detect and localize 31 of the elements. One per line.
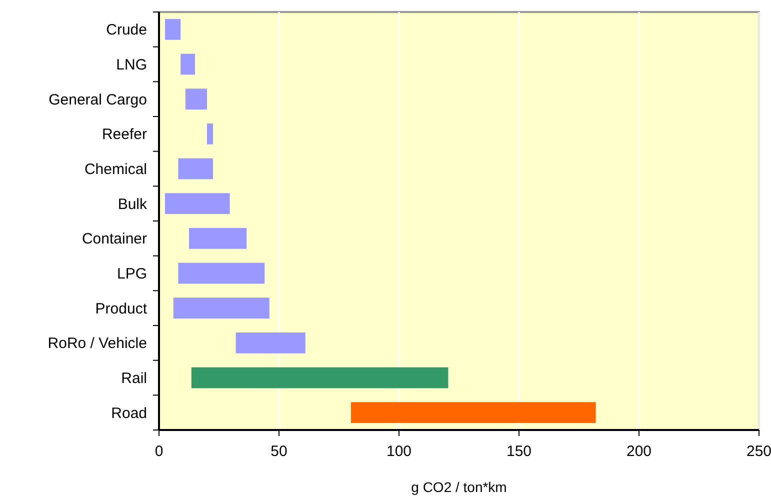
- bar: [191, 367, 448, 388]
- y-tick-label: RoRo / Vehicle: [48, 335, 147, 352]
- bar: [185, 88, 207, 110]
- y-tick-label: LNG: [116, 56, 147, 74]
- y-tick-label: Chemical: [84, 161, 147, 178]
- bar: [180, 54, 195, 75]
- y-tick-label: Rail: [121, 370, 147, 387]
- bar: [207, 123, 213, 144]
- bar: [351, 402, 596, 424]
- y-tick-label: Bulk: [118, 196, 148, 213]
- x-tick-label: 50: [270, 443, 288, 460]
- x-tick-label: 150: [506, 443, 532, 460]
- bar: [189, 228, 247, 249]
- bar: [178, 262, 265, 284]
- x-tick-label: 100: [386, 443, 412, 460]
- x-tick-label: 250: [746, 443, 771, 460]
- y-tick-label: Crude: [106, 22, 147, 39]
- y-tick-label: Reefer: [102, 126, 147, 144]
- bar: [165, 193, 230, 214]
- bar: [178, 158, 213, 180]
- x-tick-label: 0: [154, 443, 164, 460]
- x-axis-title: g CO2 / ton*km: [411, 479, 507, 495]
- y-tick-label: General Cargo: [48, 91, 147, 108]
- x-tick-label: 200: [626, 443, 652, 460]
- y-tick-label: Container: [82, 230, 147, 248]
- y-tick-label: Road: [111, 404, 147, 422]
- bar: [173, 298, 270, 319]
- bar: [165, 18, 181, 40]
- y-tick-label: Product: [95, 300, 148, 318]
- bar: [236, 332, 306, 354]
- y-tick-label: LPG: [116, 266, 147, 282]
